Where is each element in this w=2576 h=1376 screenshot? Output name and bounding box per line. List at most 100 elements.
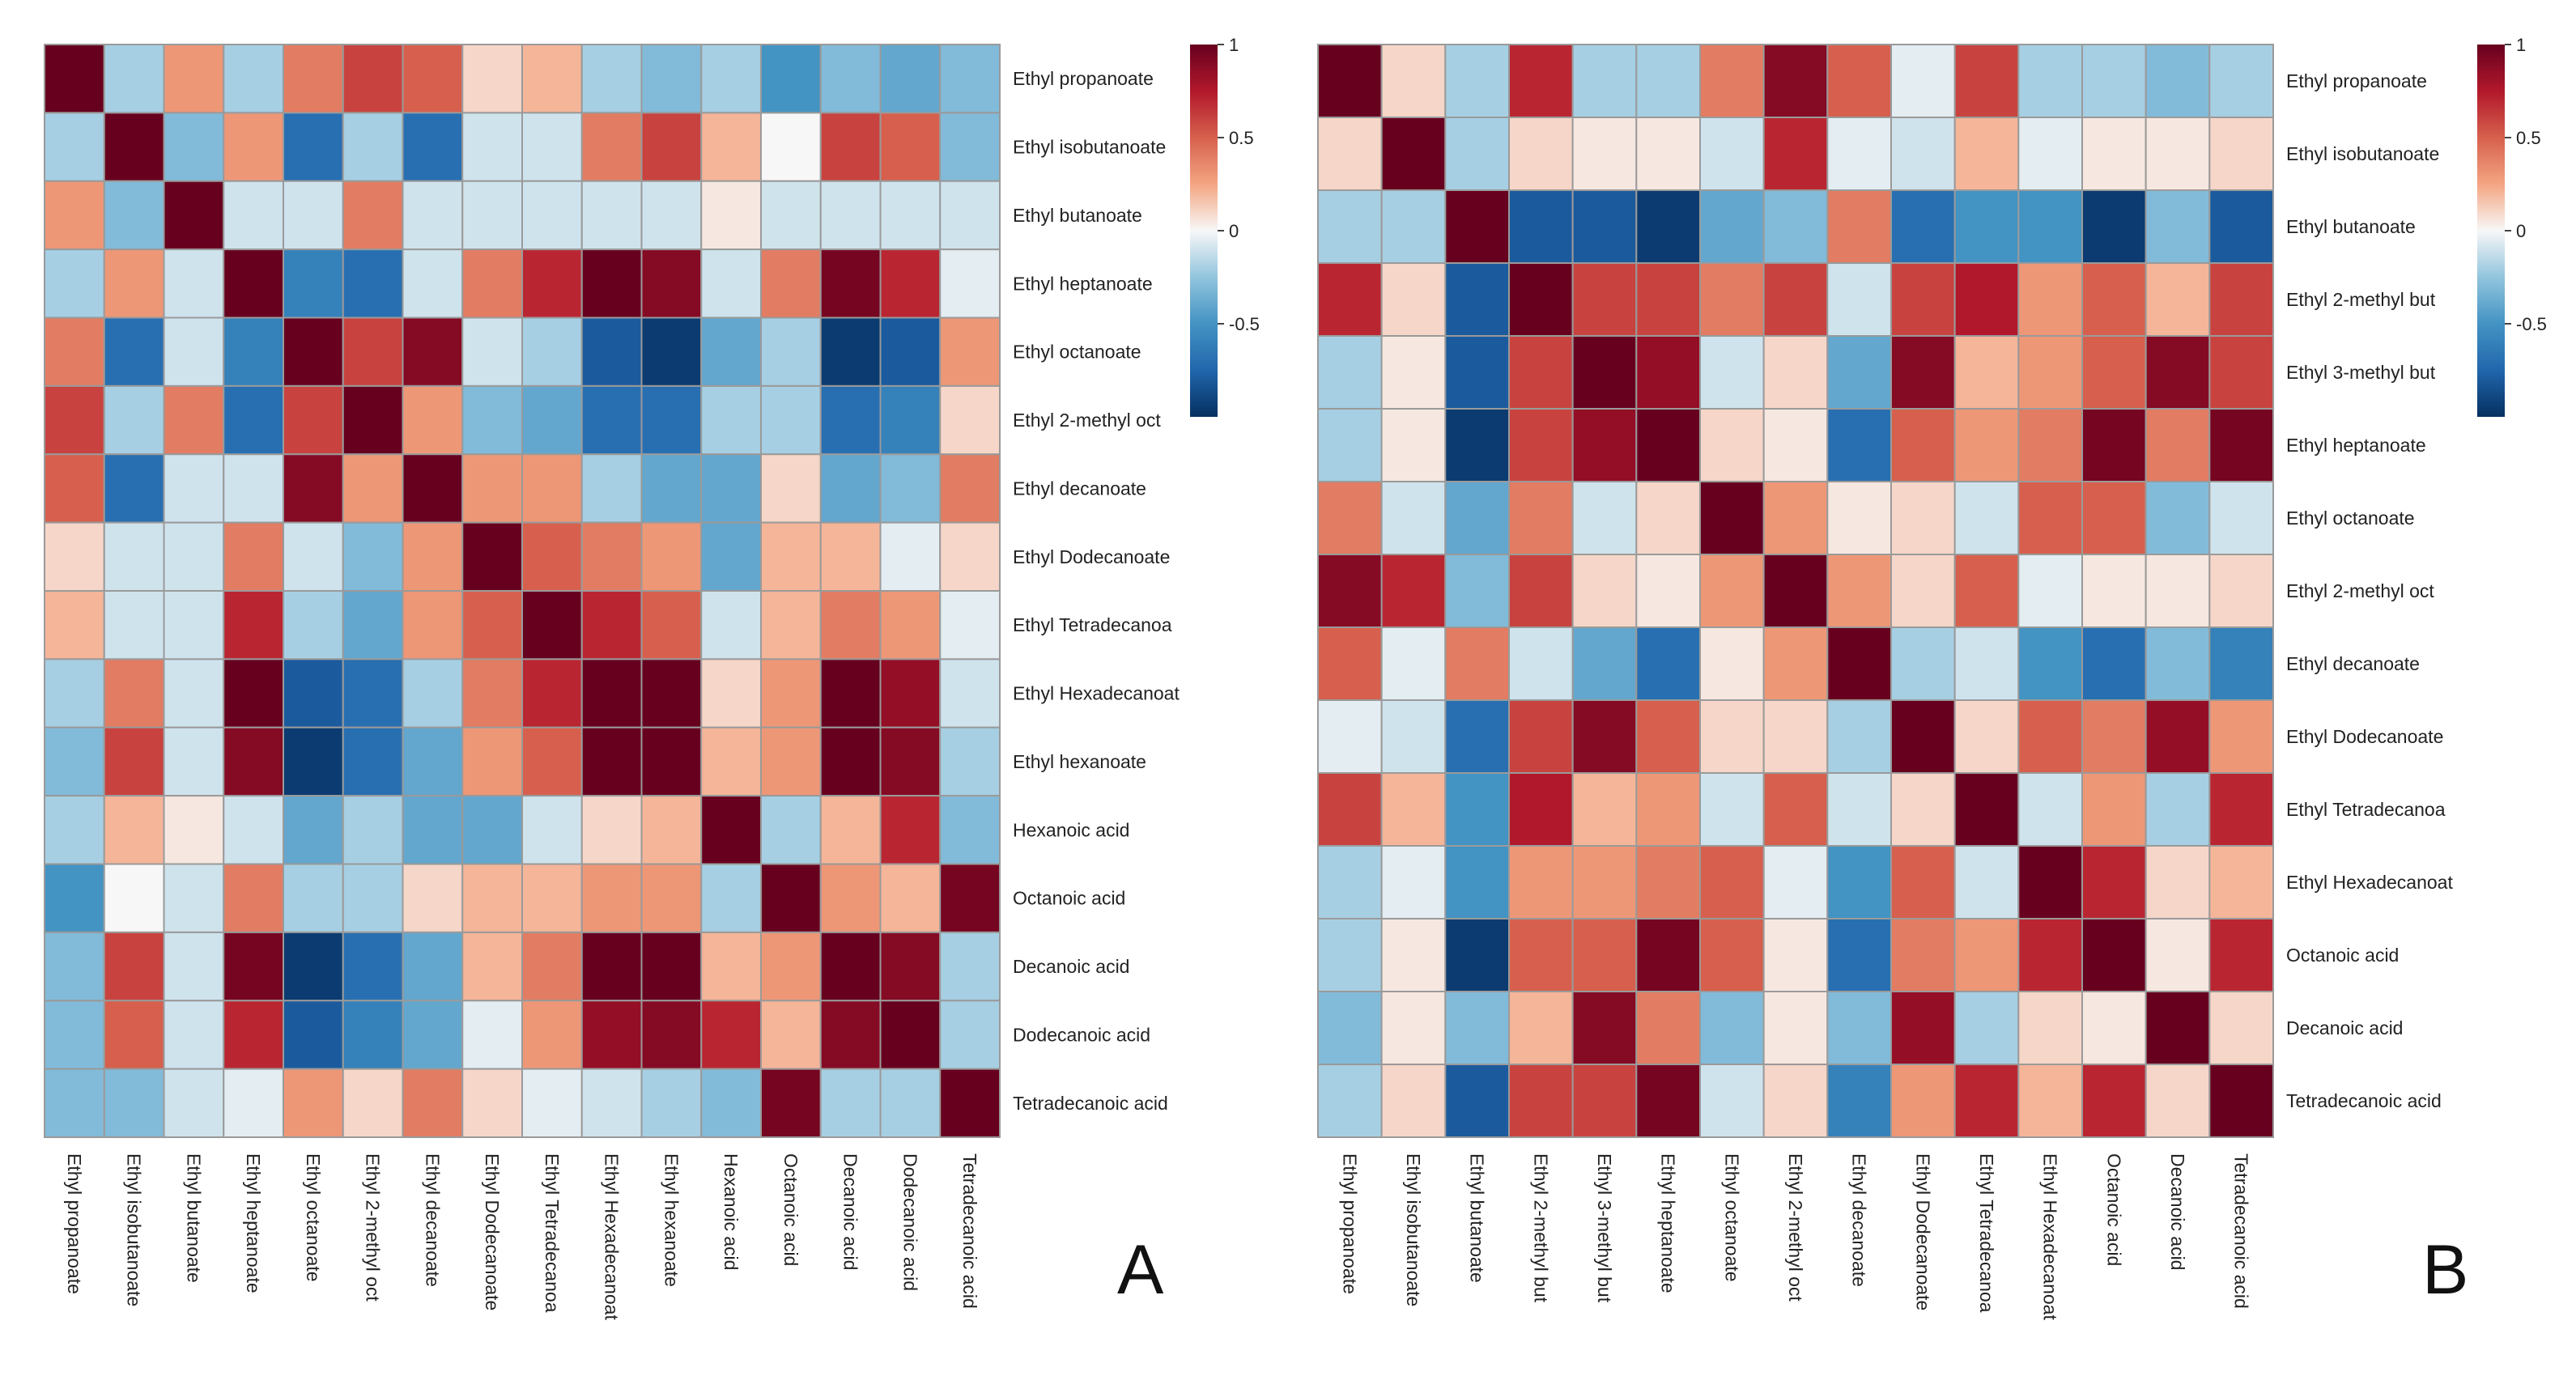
heatmap-cell xyxy=(700,931,762,1002)
column-label: Ethyl propanoate xyxy=(1339,1153,1360,1294)
row-label: Ethyl Dodecanoate xyxy=(1013,546,1170,567)
heatmap-cell xyxy=(1953,991,2020,1065)
heatmap-cell xyxy=(640,795,703,865)
heatmap-cell xyxy=(1444,699,1510,774)
heatmap-cell xyxy=(2145,408,2211,482)
heatmap-cell xyxy=(1699,117,1765,191)
heatmap-cell xyxy=(1380,189,1447,264)
heatmap-cell xyxy=(1762,918,1829,992)
heatmap-cell xyxy=(402,384,464,456)
column-label: Ethyl octanoate xyxy=(1721,1153,1742,1282)
heatmap-cell xyxy=(819,931,882,1002)
colorbar xyxy=(2477,45,2505,417)
heatmap-cell xyxy=(819,112,882,182)
heatmap-cell xyxy=(402,795,464,865)
heatmap-cell xyxy=(402,316,464,387)
heatmap-cell xyxy=(1571,481,1638,555)
heatmap-cell xyxy=(103,453,165,524)
heatmap-cell xyxy=(879,658,942,728)
heatmap-cell xyxy=(342,384,404,456)
heatmap-cell xyxy=(1444,189,1510,264)
row-label: Ethyl butanoate xyxy=(1013,205,1142,226)
heatmap-cell xyxy=(1444,554,1510,628)
heatmap-cell xyxy=(1890,335,1956,410)
heatmap-cell xyxy=(1890,991,1956,1065)
heatmap-cell xyxy=(1826,772,1893,847)
heatmap-cell xyxy=(1890,189,1956,264)
heatmap-cell xyxy=(1444,44,1510,118)
heatmap-cell xyxy=(580,590,643,660)
heatmap-cell xyxy=(819,248,882,319)
heatmap-cell xyxy=(402,590,464,660)
heatmap-cell xyxy=(1762,408,1829,482)
heatmap-cell xyxy=(223,112,284,182)
heatmap-cell xyxy=(700,726,762,797)
heatmap-cell xyxy=(819,521,882,592)
heatmap-cell xyxy=(1444,262,1510,337)
heatmap-cell xyxy=(1508,918,1574,992)
heatmap-cell xyxy=(2017,554,2084,628)
column-label: Ethyl 2-methyl but xyxy=(1530,1153,1551,1303)
heatmap-cell xyxy=(2145,845,2211,919)
heatmap-cell xyxy=(103,44,165,114)
heatmap-cell xyxy=(163,384,225,456)
heatmap-cell xyxy=(760,453,822,524)
heatmap-cell xyxy=(2017,117,2084,191)
heatmap-cell xyxy=(223,931,284,1002)
heatmap-cell xyxy=(1826,918,1893,992)
heatmap-cell xyxy=(2208,554,2275,628)
heatmap-cell xyxy=(1762,626,1829,701)
heatmap-cell xyxy=(1571,554,1638,628)
heatmap-cell xyxy=(163,726,225,797)
heatmap-cell xyxy=(1953,918,2020,992)
heatmap-cell xyxy=(1508,845,1574,919)
row-label: Ethyl Hexadecanoat xyxy=(1013,683,1180,704)
heatmap-cell xyxy=(1635,262,1701,337)
heatmap-cell xyxy=(163,44,225,114)
heatmap-cell xyxy=(1762,117,1829,191)
heatmap-cell xyxy=(640,384,703,456)
heatmap-cell xyxy=(461,795,523,865)
heatmap-cell xyxy=(700,863,762,933)
heatmap-cell xyxy=(939,1068,1001,1139)
heatmap-cell xyxy=(342,44,404,114)
heatmap-cell xyxy=(1571,335,1638,410)
heatmap-cell xyxy=(103,521,165,592)
panel-label-b: B xyxy=(2422,1231,2468,1309)
heatmap-cell xyxy=(461,931,523,1002)
heatmap-cell xyxy=(1635,845,1701,919)
heatmap-cell xyxy=(1571,408,1638,482)
heatmap-cell xyxy=(2017,189,2084,264)
heatmap-cell xyxy=(1317,918,1383,992)
heatmap-cell xyxy=(1762,699,1829,774)
heatmap-cell xyxy=(640,248,703,319)
heatmap-cell xyxy=(1762,44,1829,118)
column-label: Ethyl hexanoate xyxy=(661,1153,682,1287)
heatmap-cell xyxy=(2208,44,2275,118)
heatmap-cell xyxy=(580,1068,643,1139)
heatmap-cell xyxy=(1953,626,2020,701)
column-label: Tetradecanoic acid xyxy=(2231,1153,2252,1309)
heatmap-cell xyxy=(1826,189,1893,264)
heatmap-cell xyxy=(1444,335,1510,410)
heatmap-cell xyxy=(1571,189,1638,264)
row-label: Octanoic acid xyxy=(1013,888,1125,909)
heatmap-cell xyxy=(879,112,942,182)
heatmap-cell xyxy=(2081,991,2147,1065)
heatmap-cell xyxy=(2145,699,2211,774)
heatmap-cell xyxy=(103,863,165,933)
heatmap-cell xyxy=(939,180,1001,251)
heatmap-cell xyxy=(1380,1064,1447,1138)
heatmap-cell xyxy=(402,863,464,933)
heatmap-cell xyxy=(1444,991,1510,1065)
heatmap-cell xyxy=(939,590,1001,660)
row-label: Tetradecanoic acid xyxy=(2286,1090,2442,1111)
column-label: Ethyl 2-methyl oct xyxy=(1785,1153,1806,1302)
heatmap-cell xyxy=(879,44,942,114)
heatmap-cell xyxy=(163,521,225,592)
heatmap-cell xyxy=(1826,845,1893,919)
heatmap-cell xyxy=(283,590,344,660)
heatmap-cell xyxy=(1380,699,1447,774)
heatmap-cell xyxy=(2017,1064,2084,1138)
heatmap-cell xyxy=(223,453,284,524)
